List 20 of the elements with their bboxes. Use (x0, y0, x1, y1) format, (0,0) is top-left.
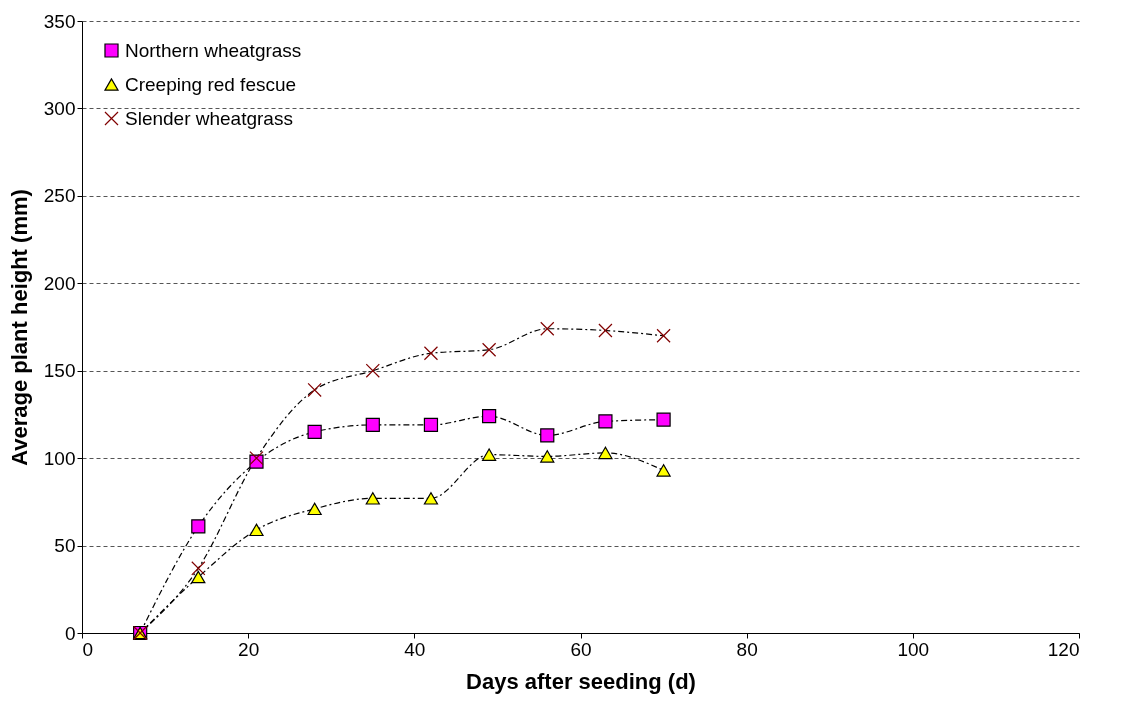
x-tick-label: 80 (736, 638, 758, 660)
y-axis-title: Average plant height (mm) (6, 189, 32, 466)
x-axis-title: Days after seeding (d) (466, 668, 696, 694)
y-tick-label: 100 (43, 447, 76, 469)
y-tick-label: 350 (43, 10, 76, 32)
x-tick-label: 120 (1047, 638, 1080, 660)
legend-label: Northern wheatgrass (125, 39, 302, 61)
legend-label: Slender wheatgrass (125, 107, 293, 129)
y-tick-label: 50 (54, 535, 76, 557)
y-tick-label: 250 (43, 185, 76, 207)
y-tick-label: 150 (43, 360, 76, 382)
x-tick-label: 0 (82, 638, 94, 660)
legend-label: Creeping red fescue (125, 73, 297, 95)
x-tick-label: 20 (238, 638, 260, 660)
x-tick-label: 60 (570, 638, 592, 660)
y-tick-label: 300 (43, 97, 76, 119)
y-tick-label: 0 (64, 622, 76, 644)
x-tick-label: 100 (897, 638, 930, 660)
x-tick-label: 40 (404, 638, 426, 660)
y-tick-label: 200 (43, 272, 76, 294)
